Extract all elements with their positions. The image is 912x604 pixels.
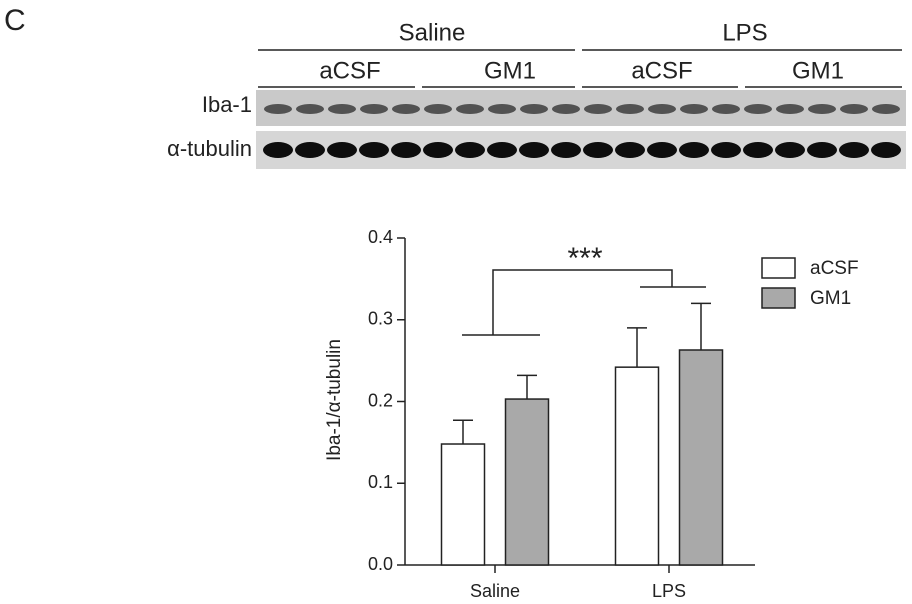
group-lines (258, 49, 902, 88)
group-label: LPS (722, 19, 767, 46)
y-tick-label: 0.3 (368, 309, 393, 329)
y-tick-label: 0.0 (368, 554, 393, 574)
subgroup-label: aCSF (631, 57, 692, 84)
legend-label: aCSF (810, 258, 859, 279)
bar (614, 366, 660, 566)
x-tick-label: LPS (652, 581, 686, 601)
y-tick-label: 0.2 (368, 390, 393, 410)
panel-label: C (4, 4, 26, 37)
bar (678, 349, 724, 566)
y-tick-label: 0.1 (368, 472, 393, 492)
x-tick-label: Saline (470, 581, 520, 601)
legend-label: GM1 (810, 288, 851, 309)
blot-label: Iba-1 (202, 92, 252, 117)
legend-swatch (761, 257, 796, 279)
subgroup-label: GM1 (792, 57, 844, 84)
blot-bands (262, 90, 902, 126)
blot-label: α-tubulin (167, 136, 252, 161)
y-tick-label: 0.4 (368, 227, 393, 247)
blot-bands (262, 131, 902, 169)
bar (440, 443, 486, 566)
legend-swatch (761, 287, 796, 309)
subgroup-label: aCSF (319, 57, 380, 84)
subgroup-label: GM1 (484, 57, 536, 84)
group-label: Saline (399, 19, 466, 46)
significance-bracket (462, 269, 706, 336)
significance: *** (567, 242, 602, 275)
y-axis-label: Iba-1/α-tubulin (324, 339, 345, 461)
bar (504, 398, 550, 566)
